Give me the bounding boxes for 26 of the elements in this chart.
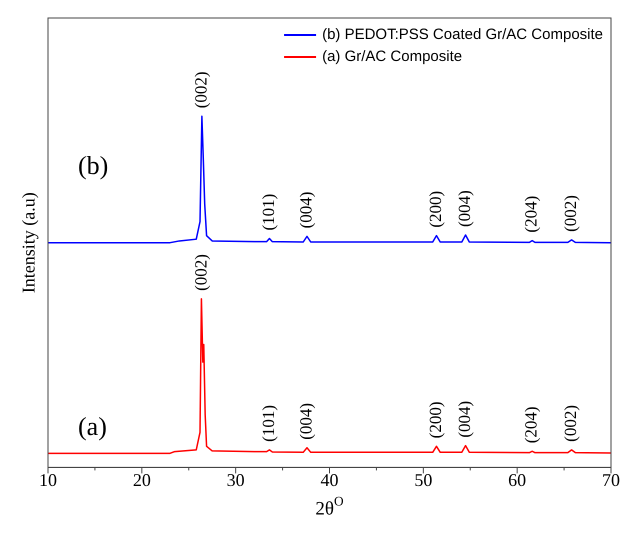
annotation: (101) xyxy=(258,194,278,230)
legend-label: (b) PEDOT:PSS Coated Gr/AC Composite xyxy=(322,26,604,44)
x-tick-label: 30 xyxy=(226,470,245,490)
annotation: (200) xyxy=(426,402,445,438)
annotation: (a) xyxy=(78,412,107,442)
x-tick-label: 60 xyxy=(508,470,526,490)
annotation: (004) xyxy=(455,190,474,227)
annotation: (002) xyxy=(561,405,580,442)
annotation: (002) xyxy=(191,71,210,108)
x-tick-label: 40 xyxy=(320,470,338,490)
annotation: (004) xyxy=(296,402,316,440)
x-tick-label: 70 xyxy=(602,470,620,490)
x-tick-label: 50 xyxy=(414,470,432,490)
annotation: (204) xyxy=(522,406,541,444)
annotation: (004) xyxy=(296,192,316,228)
annotation: (200) xyxy=(426,190,445,228)
annotation: (004) xyxy=(455,400,474,438)
x-tick-label: 10 xyxy=(39,470,57,490)
legend-label: (a) Gr/AC Composite xyxy=(322,48,462,66)
y-axis-title: Intensity (a.u) xyxy=(18,192,39,294)
annotation: (b) xyxy=(78,151,108,180)
annotation: (002) xyxy=(191,254,210,291)
annotation: (204) xyxy=(522,196,541,233)
annotation: (002) xyxy=(561,195,580,232)
annotation: (101) xyxy=(258,405,278,442)
x-tick-label: 20 xyxy=(132,470,151,490)
